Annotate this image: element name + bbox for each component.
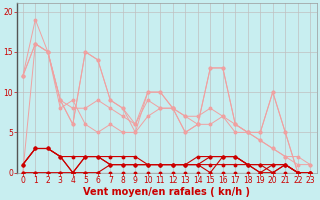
X-axis label: Vent moyen/en rafales ( kn/h ): Vent moyen/en rafales ( kn/h ) xyxy=(83,187,250,197)
